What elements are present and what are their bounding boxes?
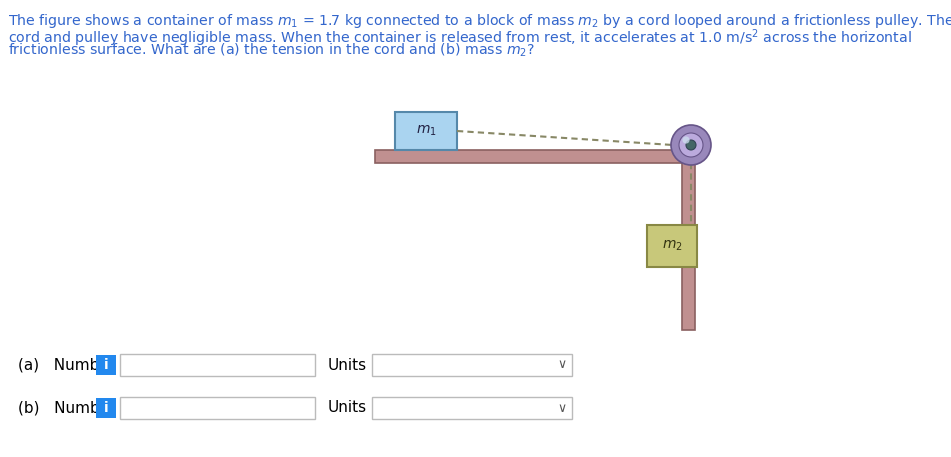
Text: $m_1$: $m_1$ (416, 124, 437, 138)
FancyBboxPatch shape (375, 150, 695, 163)
Text: (b)   Number: (b) Number (18, 400, 116, 415)
FancyBboxPatch shape (96, 398, 116, 418)
Text: Units: Units (328, 357, 367, 372)
Text: cord and pulley have negligible mass. When the container is released from rest, : cord and pulley have negligible mass. Wh… (8, 27, 912, 48)
FancyBboxPatch shape (372, 397, 572, 419)
FancyBboxPatch shape (647, 225, 697, 267)
Text: ∨: ∨ (557, 402, 567, 414)
FancyBboxPatch shape (682, 163, 695, 330)
FancyBboxPatch shape (96, 355, 116, 375)
FancyBboxPatch shape (120, 397, 315, 419)
Text: frictionless surface. What are (a) the tension in the cord and (b) mass $m_2$?: frictionless surface. What are (a) the t… (8, 42, 535, 59)
FancyBboxPatch shape (120, 354, 315, 376)
Circle shape (679, 133, 703, 157)
Text: (a)   Number: (a) Number (18, 357, 115, 372)
Text: $m_2$: $m_2$ (662, 239, 683, 253)
Circle shape (683, 136, 689, 143)
Circle shape (671, 125, 711, 165)
Text: The figure shows a container of mass $m_1$ = 1.7 kg connected to a block of mass: The figure shows a container of mass $m_… (8, 12, 951, 30)
Text: ∨: ∨ (557, 358, 567, 372)
Circle shape (686, 140, 696, 150)
Text: i: i (104, 401, 108, 415)
Text: Units: Units (328, 400, 367, 415)
FancyBboxPatch shape (395, 112, 457, 150)
FancyBboxPatch shape (372, 354, 572, 376)
Text: i: i (104, 358, 108, 372)
